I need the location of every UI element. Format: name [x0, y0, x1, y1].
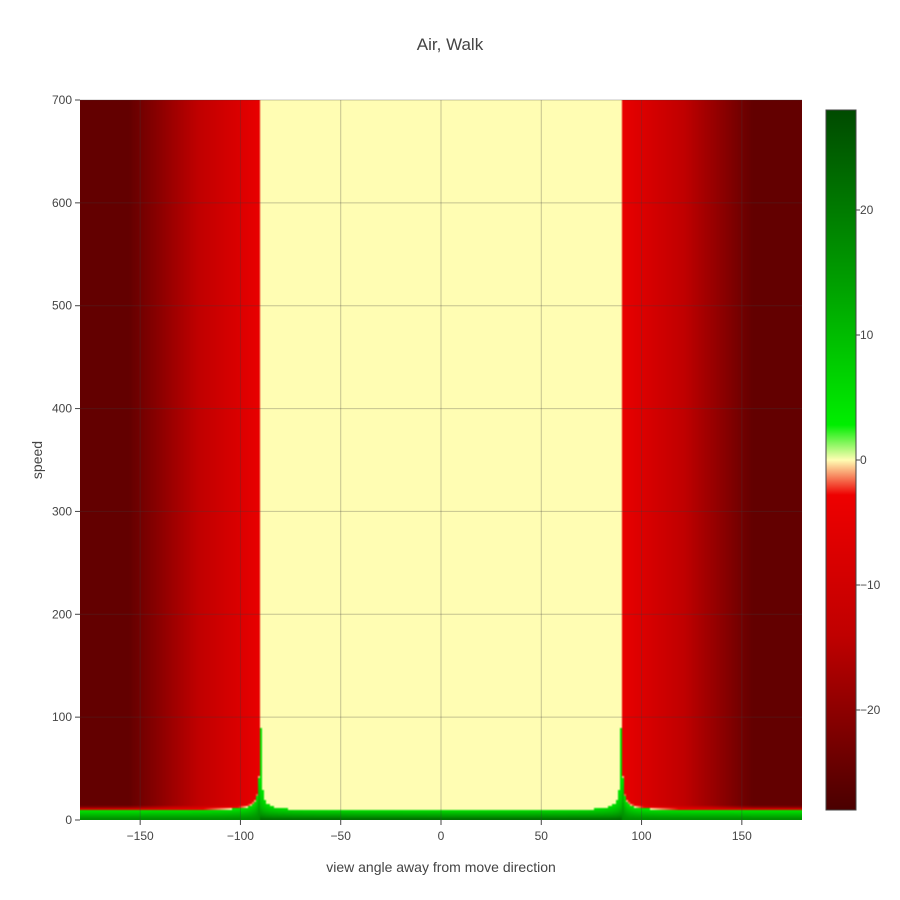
x-tick-label: −100 — [227, 829, 254, 843]
heatmap-image — [80, 100, 802, 820]
colorbar-gradient — [825, 109, 857, 811]
y-tick-label: 400 — [52, 402, 72, 416]
x-tick-label: 150 — [732, 829, 752, 843]
x-tick-label: −50 — [331, 829, 352, 843]
x-axis-label: view angle away from move direction — [326, 859, 556, 875]
x-tick-label: 0 — [438, 829, 445, 843]
chart-title: Air, Walk — [417, 35, 484, 54]
y-tick-label: 500 — [52, 299, 72, 313]
gridlines — [80, 99, 802, 820]
y-axis-label: speed — [29, 441, 45, 479]
colorbar-tick-label: 10 — [860, 328, 874, 342]
x-axis-ticks: −150 −100 −50 0 50 100 150 — [127, 820, 752, 843]
y-tick-label: 200 — [52, 607, 72, 621]
x-tick-label: 100 — [632, 829, 652, 843]
y-tick-label: 600 — [52, 196, 72, 210]
y-tick-label: 100 — [52, 710, 72, 724]
heatmap-plot-area — [80, 100, 802, 820]
y-tick-label: 300 — [52, 504, 72, 518]
colorbar-ticks: 20 10 0 −10 −20 — [856, 203, 881, 717]
colorbar: 20 10 0 −10 −20 — [825, 109, 881, 811]
y-tick-label: 0 — [65, 813, 72, 827]
x-tick-label: 50 — [535, 829, 549, 843]
colorbar-tick-label: 0 — [860, 453, 867, 467]
colorbar-tick-label: 20 — [860, 203, 874, 217]
colorbar-tick-label: −10 — [860, 578, 881, 592]
x-tick-label: −150 — [127, 829, 154, 843]
y-axis-ticks: 0 100 200 300 400 500 600 700 — [52, 93, 80, 827]
colorbar-tick-label: −20 — [860, 703, 881, 717]
y-tick-label: 700 — [52, 93, 72, 107]
